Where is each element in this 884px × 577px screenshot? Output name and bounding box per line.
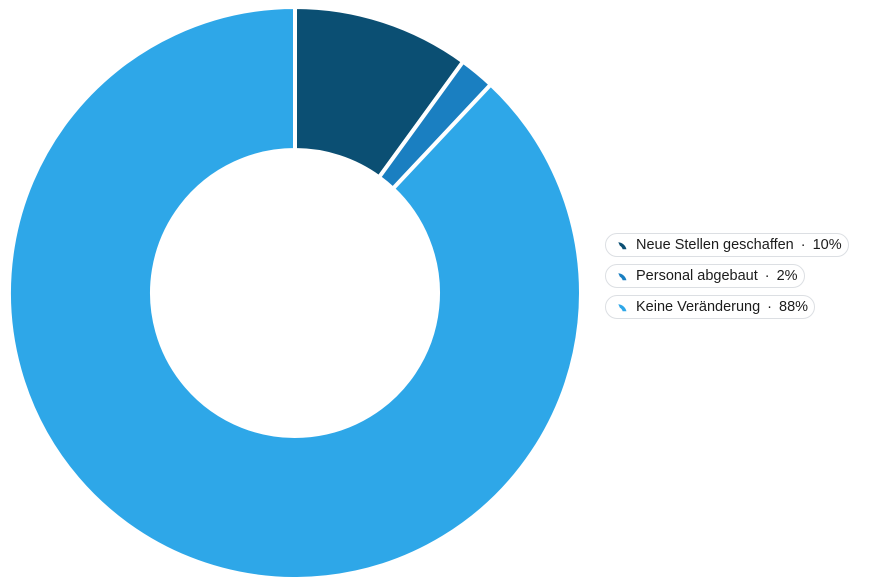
- chart-legend: Neue Stellen geschaffen · 10% Personal a…: [605, 233, 849, 319]
- legend-item-keine-veraenderung[interactable]: Keine Veränderung · 88%: [605, 295, 816, 319]
- legend-value: 2%: [776, 268, 798, 284]
- legend-label: Neue Stellen geschaffen: [636, 237, 794, 253]
- legend-item-neue-stellen[interactable]: Neue Stellen geschaffen · 10%: [605, 233, 849, 257]
- legend-label: Keine Veränderung: [636, 299, 761, 315]
- legend-swatch-icon: [618, 242, 627, 250]
- donut-slices: [7, 5, 583, 577]
- legend-item-personal-abgebaut[interactable]: Personal abgebaut · 2%: [605, 264, 805, 288]
- legend-separator: ·: [764, 268, 770, 284]
- legend-separator: ·: [800, 237, 806, 253]
- donut-chart: [7, 5, 583, 577]
- legend-label: Personal abgebaut: [636, 268, 758, 284]
- legend-swatch-icon: [618, 273, 627, 281]
- legend-swatch-icon: [618, 304, 627, 312]
- legend-separator: ·: [767, 299, 772, 315]
- donut-slice-3[interactable]: [7, 5, 583, 577]
- legend-value: 10%: [812, 237, 842, 253]
- legend-value: 88%: [779, 299, 809, 315]
